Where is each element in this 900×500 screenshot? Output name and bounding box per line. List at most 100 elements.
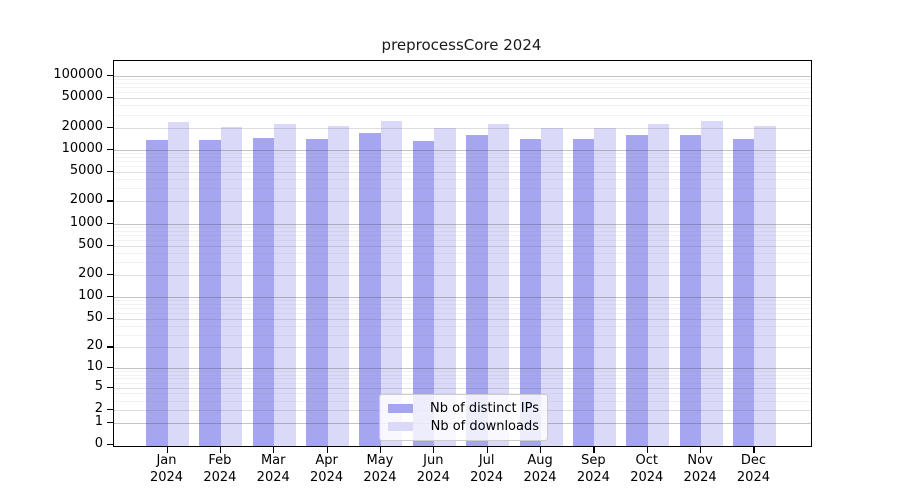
y-tick-label: 500 (78, 236, 103, 252)
y-tick-mark (107, 244, 113, 246)
x-tick-mark (273, 447, 275, 453)
y-tick-label: 200 (78, 266, 103, 282)
legend-label-distinct-ips: Nb of distinct IPs (430, 400, 539, 416)
y-tick-mark (107, 74, 113, 77)
bar-downloads-dec (754, 126, 776, 446)
bar-downloads-nov (701, 120, 723, 446)
bar-distinct-ips-apr (306, 139, 328, 446)
chart-title: preprocessCore 2024 (381, 36, 542, 54)
legend-label-downloads: Nb of downloads (430, 419, 539, 435)
y-tick-label: 0 (94, 436, 103, 451)
bar-downloads-jan (167, 122, 189, 446)
bar-distinct-ips-jul (466, 135, 488, 446)
y-tick-mark (107, 367, 113, 369)
bar-downloads-jul (487, 123, 510, 446)
x-tick-label: Nov 2024 (683, 453, 717, 485)
bar-downloads-sep (594, 127, 616, 446)
legend-swatch-distinct-ips (388, 403, 413, 413)
y-tick-mark (107, 296, 113, 298)
x-tick-mark (593, 447, 595, 453)
y-tick-label: 100000 (53, 66, 103, 82)
x-tick-label: Sep 2024 (576, 453, 610, 485)
legend: Nb of distinct IPs Nb of downloads (379, 394, 548, 441)
x-tick-mark (433, 447, 435, 453)
y-tick-mark (107, 317, 113, 320)
bar-distinct-ips-may (359, 133, 381, 446)
x-tick-label: Jul 2024 (470, 453, 504, 485)
x-tick-mark (540, 447, 542, 453)
y-tick-mark (107, 386, 113, 388)
y-tick-label: 2 (94, 400, 103, 416)
y-tick-label: 10 (86, 359, 103, 375)
bar-distinct-ips-oct (626, 135, 648, 446)
x-tick-label: May 2024 (363, 453, 397, 485)
bar-distinct-ips-sep (572, 139, 595, 446)
x-tick-mark (486, 447, 488, 453)
x-tick-label: Mar 2024 (256, 453, 290, 485)
x-tick-label: Aug 2024 (523, 453, 557, 485)
y-tick-label: 2000 (69, 192, 103, 208)
bar-downloads-mar (274, 124, 296, 446)
gridline (114, 79, 811, 81)
bar-downloads-may (380, 120, 403, 446)
y-tick-mark (107, 408, 113, 410)
bar-distinct-ips-nov (679, 135, 702, 446)
gridline (114, 75, 811, 77)
y-tick-label: 1000 (69, 214, 103, 230)
y-tick-mark (107, 421, 113, 423)
y-tick-mark (107, 346, 113, 348)
x-tick-mark (166, 447, 168, 453)
bar-distinct-ips-mar (252, 137, 275, 446)
bar-distinct-ips-aug (519, 139, 542, 446)
y-tick-mark (107, 126, 113, 128)
bar-distinct-ips-jan (146, 140, 168, 446)
x-tick-label: Jan 2024 (149, 453, 184, 485)
gridline (114, 98, 811, 100)
y-tick-label: 20000 (61, 118, 103, 134)
gridline (114, 92, 811, 94)
plot-area: Nb of distinct IPs Nb of downloads (113, 60, 812, 447)
legend-item-distinct-ips: Nb of distinct IPs (388, 401, 539, 416)
y-tick-mark (107, 444, 113, 446)
bar-distinct-ips-jun (412, 140, 435, 446)
y-tick-label: 5 (94, 378, 103, 394)
gridline (114, 114, 811, 116)
bar-downloads-aug (541, 128, 563, 446)
y-tick-label: 100 (78, 288, 103, 304)
gridline (114, 105, 811, 107)
x-tick-mark (379, 447, 382, 453)
bar-distinct-ips-dec (732, 138, 755, 446)
y-tick-label: 20 (86, 338, 103, 354)
x-tick-label: Dec 2024 (736, 453, 770, 485)
y-tick-mark (107, 148, 113, 150)
bar-downloads-jun (434, 128, 456, 446)
gridline (114, 87, 811, 89)
y-tick-label: 10000 (61, 140, 103, 156)
y-tick-label: 50000 (61, 89, 103, 105)
legend-item-downloads: Nb of downloads (388, 419, 539, 434)
y-tick-label: 50 (86, 309, 103, 325)
bar-downloads-apr (327, 125, 350, 446)
y-tick-label: 5000 (69, 163, 103, 178)
y-tick-mark (107, 97, 113, 99)
bar-distinct-ips-feb (199, 140, 221, 446)
gridline (114, 83, 811, 85)
x-tick-label: Apr 2024 (310, 453, 344, 485)
x-tick-mark (700, 447, 702, 453)
x-tick-mark (753, 447, 755, 453)
y-tick-label: 1 (94, 413, 103, 429)
bar-downloads-oct (647, 124, 670, 446)
y-tick-mark (107, 171, 113, 173)
y-tick-mark (107, 274, 113, 276)
x-tick-label: Jun 2024 (416, 453, 450, 485)
x-tick-label: Oct 2024 (630, 453, 664, 485)
bar-downloads-feb (220, 127, 243, 446)
y-tick-mark (107, 222, 113, 224)
x-tick-mark (219, 447, 222, 453)
x-tick-label: Feb 2024 (203, 453, 237, 485)
x-tick-mark (326, 447, 328, 453)
x-tick-mark (646, 447, 648, 453)
legend-swatch-downloads (388, 422, 413, 432)
y-tick-mark (107, 200, 113, 202)
